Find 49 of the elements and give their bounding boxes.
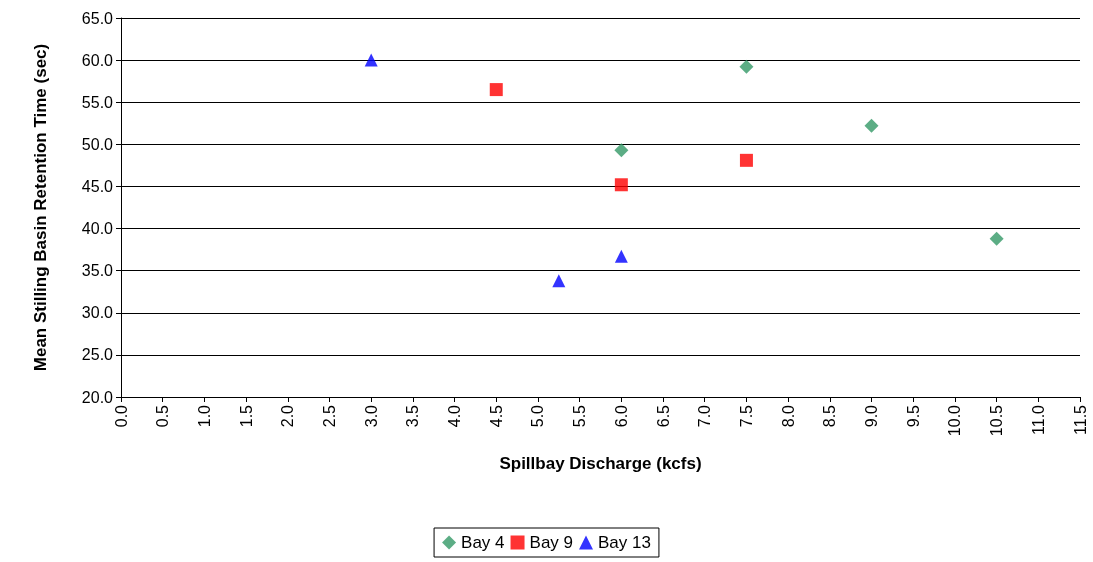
x-tick-label: 2.0: [279, 404, 297, 428]
x-tick-label: 6.0: [612, 404, 630, 428]
y-tick-label: 20.0: [81, 388, 114, 406]
y-axis-title: Mean Stilling Basin Retention Time (sec): [30, 43, 50, 372]
point: [739, 153, 753, 167]
legend-label: Bay 4: [461, 533, 505, 552]
y-tick-label: 25.0: [81, 346, 114, 364]
point: [989, 231, 1004, 246]
legend-label: Bay 9: [529, 533, 574, 552]
point: [864, 118, 879, 133]
x-axis-title: Spillbay Discharge (kcfs): [499, 453, 702, 473]
x-tick-label: 2.5: [320, 404, 338, 428]
point: [614, 249, 628, 263]
x-tick-label: 11.0: [1029, 404, 1047, 435]
y-tick-label: 65.0: [81, 9, 114, 27]
y-tick-label: 50.0: [81, 135, 114, 153]
y-tick-label: 35.0: [81, 262, 114, 280]
x-tick-label: 10.5: [988, 404, 1006, 437]
x-tick-label: 0.5: [154, 404, 172, 428]
y-tick-label: 40.0: [81, 220, 114, 238]
x-tick-label: 4.5: [487, 404, 505, 428]
x-tick-label: 9.0: [863, 404, 881, 428]
x-tick-label: 3.0: [362, 404, 380, 428]
x-tick-label: 6.5: [654, 404, 672, 428]
x-tick-label: 11.5: [1071, 404, 1089, 435]
point: [489, 83, 503, 97]
x-tick-label: 10.0: [946, 404, 964, 437]
x-tick-label: 8.0: [779, 404, 797, 428]
y-tick-label: 45.0: [81, 177, 114, 195]
x-tick-label: 9.5: [904, 404, 922, 428]
x-tick-label: 3.5: [404, 404, 422, 428]
legend-label: Bay 13: [598, 533, 651, 552]
x-tick-label: 8.5: [821, 404, 839, 428]
x-tick-label: 1.0: [195, 404, 213, 428]
point: [614, 178, 628, 192]
x-tick-label: 7.5: [737, 404, 755, 428]
y-tick-label: 30.0: [81, 304, 114, 322]
x-tick-label: 5.5: [571, 404, 589, 428]
x-tick-label: 0.0: [112, 404, 130, 428]
point: [614, 143, 629, 158]
point: [552, 274, 566, 288]
y-tick-label: 60.0: [81, 51, 114, 69]
x-tick-label: 4.0: [446, 404, 464, 428]
y-tick-label: 55.0: [81, 93, 114, 111]
x-tick-label: 5.0: [529, 404, 547, 428]
x-tick-label: 1.5: [237, 404, 255, 428]
x-tick-label: 7.0: [696, 404, 714, 428]
point: [364, 53, 378, 67]
point: [739, 59, 754, 74]
